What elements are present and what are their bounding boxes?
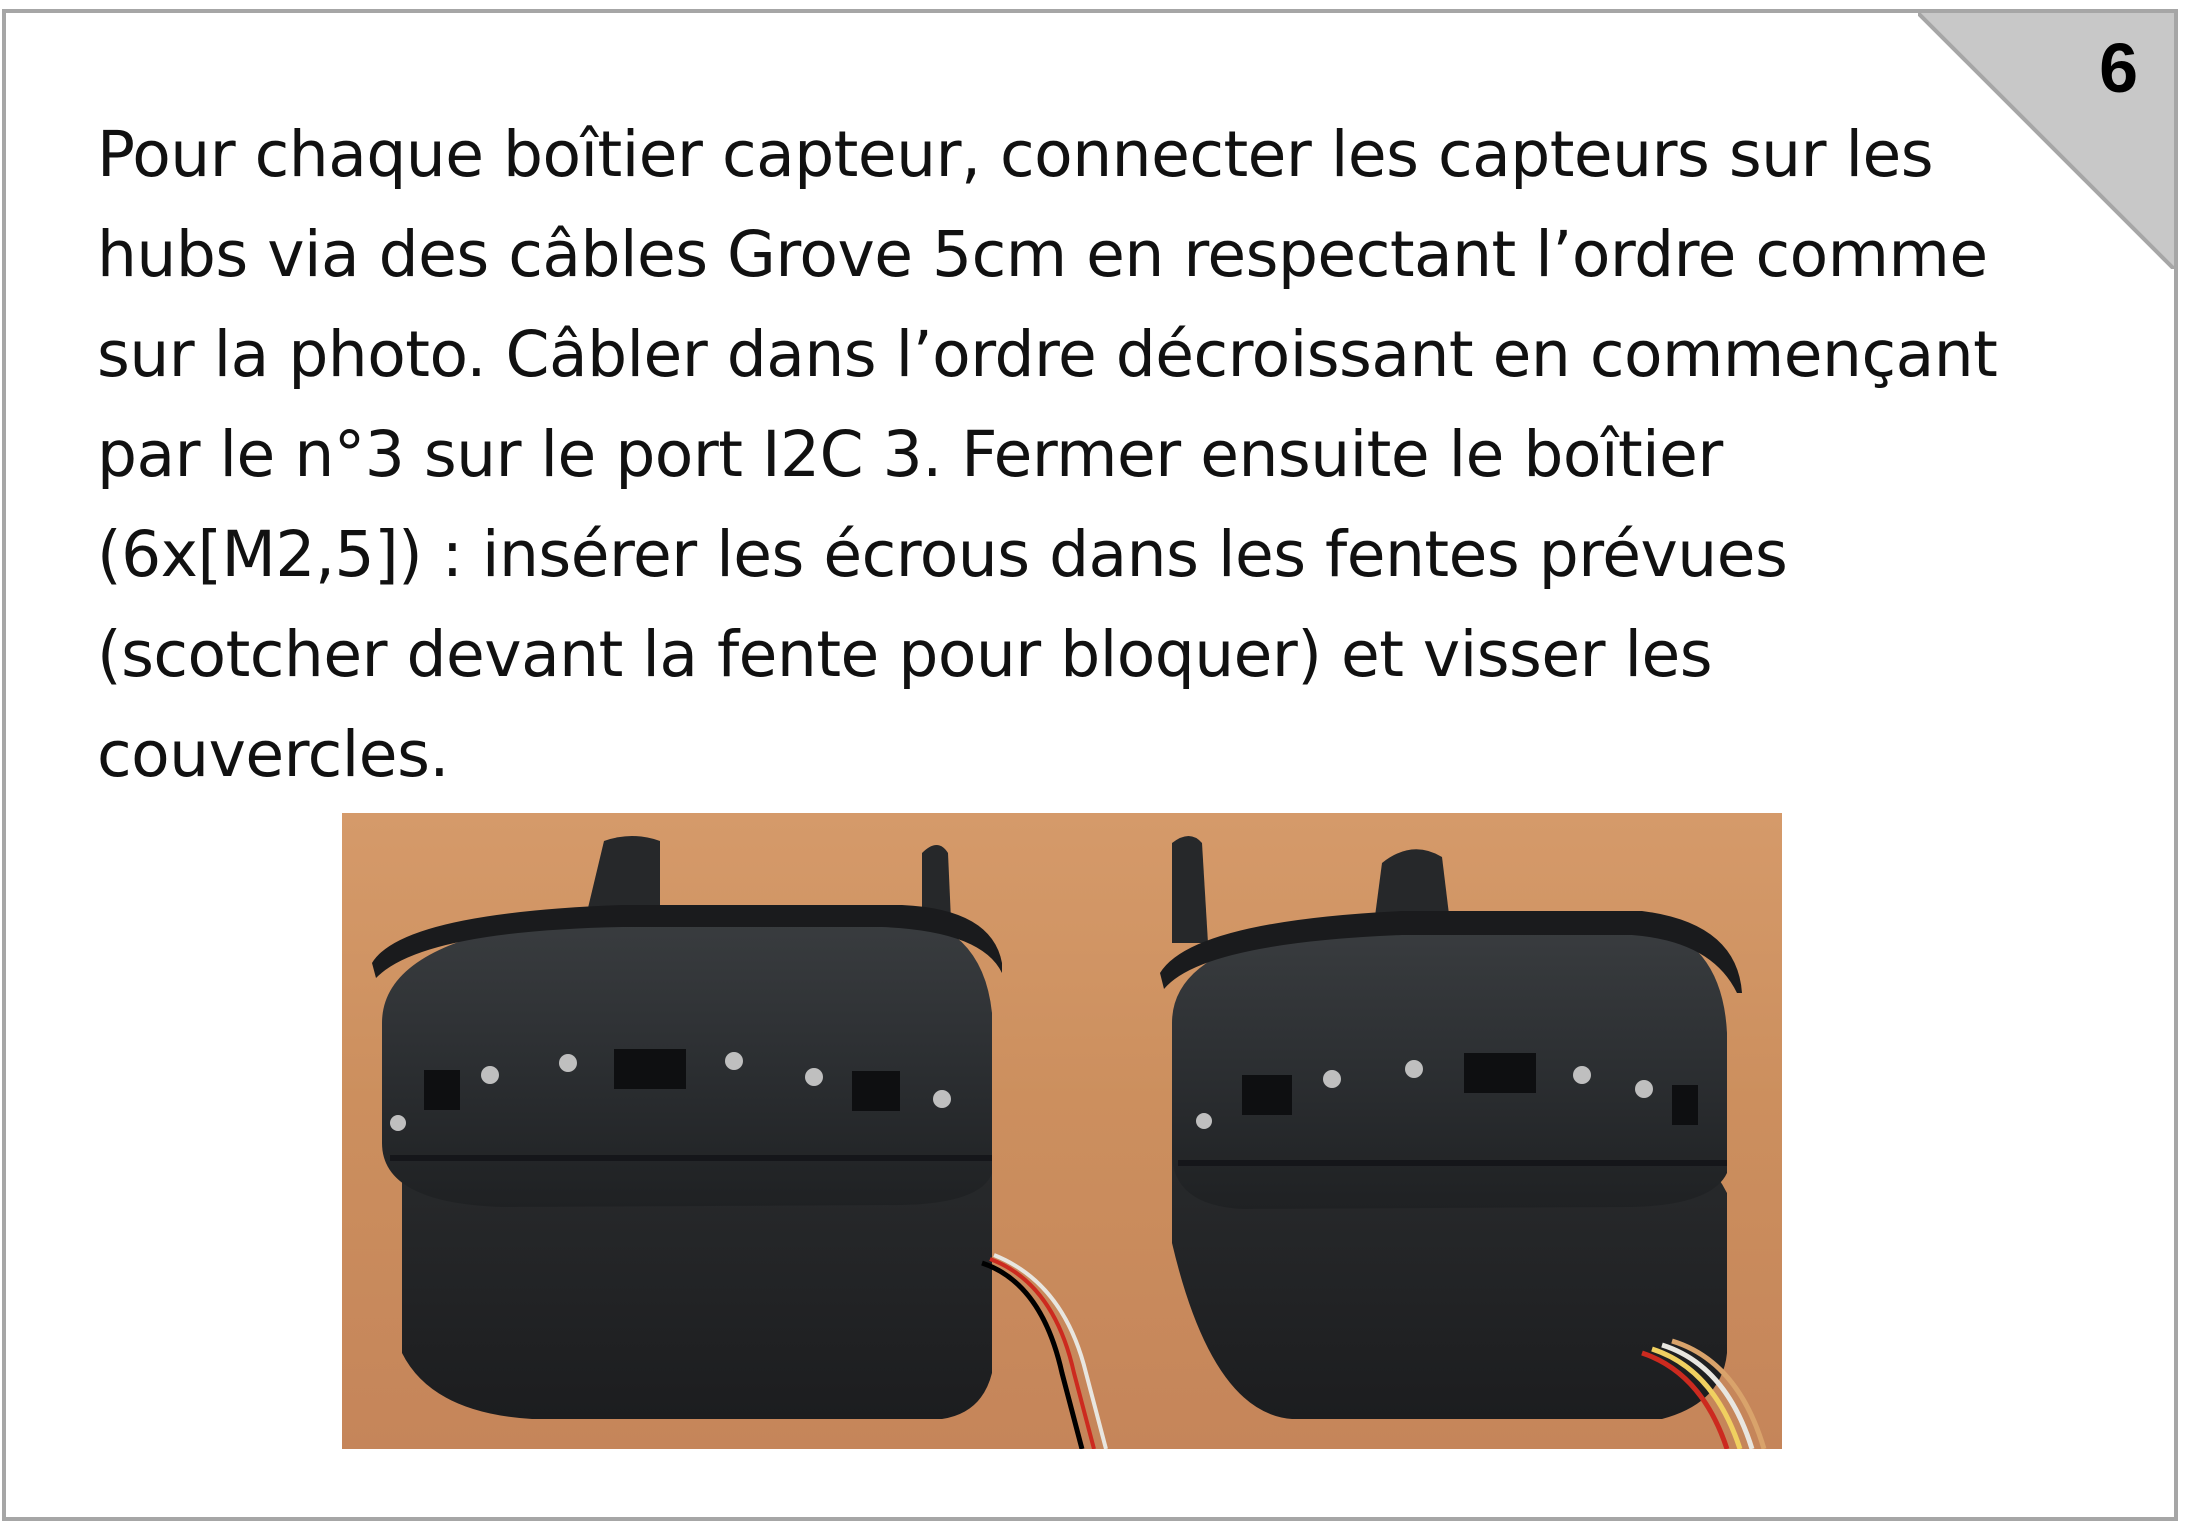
left-sensor-housing (372, 836, 1108, 1449)
instruction-text: Pour chaque boîtier capteur, connecter l… (97, 118, 1998, 791)
step-number: 6 (2099, 29, 2138, 107)
right-sensor-housing (1160, 836, 1767, 1449)
instruction-card: 6 Pour chaque boîtier capteur, connecter… (2, 9, 2178, 1521)
sensor-housings-photo (342, 813, 1782, 1449)
step-corner-tab (1918, 13, 2174, 269)
